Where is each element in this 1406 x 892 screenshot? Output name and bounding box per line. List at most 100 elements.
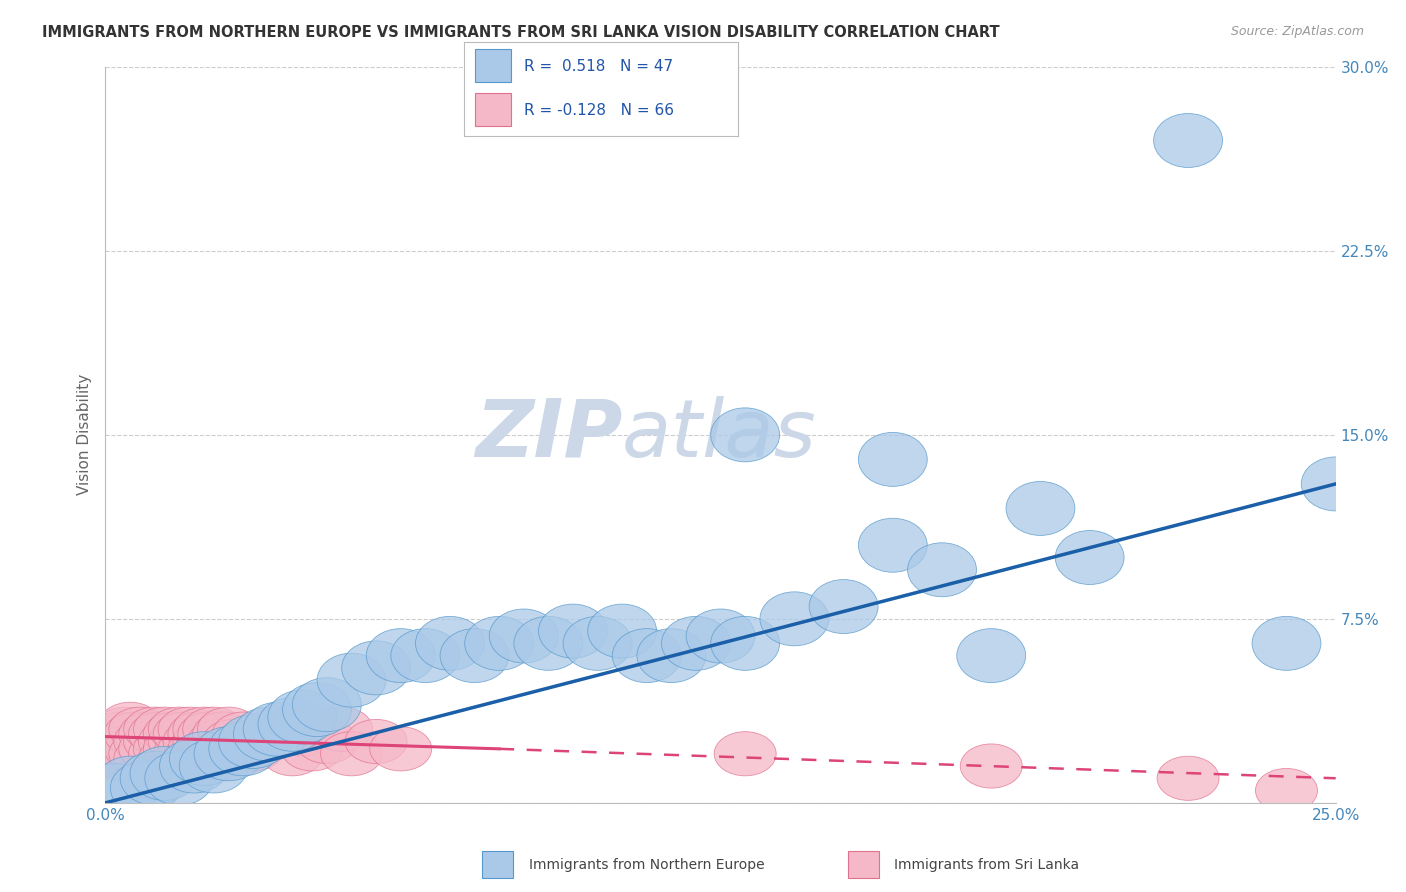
Ellipse shape bbox=[121, 751, 190, 805]
Ellipse shape bbox=[1302, 457, 1369, 511]
Text: R = -0.128   N = 66: R = -0.128 N = 66 bbox=[524, 103, 675, 118]
Ellipse shape bbox=[110, 761, 180, 815]
Ellipse shape bbox=[1054, 531, 1125, 584]
Ellipse shape bbox=[232, 719, 294, 764]
Ellipse shape bbox=[104, 712, 166, 756]
Ellipse shape bbox=[711, 408, 780, 462]
Ellipse shape bbox=[167, 727, 231, 771]
Ellipse shape bbox=[104, 727, 166, 771]
Ellipse shape bbox=[131, 747, 200, 800]
Ellipse shape bbox=[134, 707, 195, 751]
Bar bbox=[475, 49, 510, 82]
Ellipse shape bbox=[956, 629, 1026, 682]
Ellipse shape bbox=[1256, 768, 1317, 813]
Ellipse shape bbox=[292, 678, 361, 731]
Ellipse shape bbox=[1007, 482, 1076, 535]
Ellipse shape bbox=[1154, 113, 1223, 168]
Ellipse shape bbox=[167, 712, 231, 756]
Ellipse shape bbox=[148, 707, 211, 751]
Ellipse shape bbox=[321, 731, 382, 776]
Ellipse shape bbox=[259, 698, 326, 751]
Ellipse shape bbox=[138, 737, 201, 780]
Ellipse shape bbox=[613, 629, 682, 682]
Ellipse shape bbox=[170, 731, 239, 786]
Ellipse shape bbox=[197, 707, 260, 751]
Ellipse shape bbox=[177, 731, 240, 776]
Ellipse shape bbox=[98, 719, 162, 764]
Ellipse shape bbox=[94, 737, 156, 780]
Ellipse shape bbox=[440, 629, 509, 682]
Ellipse shape bbox=[269, 690, 337, 744]
Ellipse shape bbox=[84, 737, 146, 780]
Ellipse shape bbox=[858, 433, 928, 486]
Ellipse shape bbox=[219, 714, 288, 769]
Ellipse shape bbox=[662, 616, 731, 671]
Ellipse shape bbox=[344, 719, 408, 764]
Ellipse shape bbox=[173, 707, 235, 751]
Ellipse shape bbox=[207, 731, 270, 776]
Ellipse shape bbox=[177, 712, 240, 756]
Text: IMMIGRANTS FROM NORTHERN EUROPE VS IMMIGRANTS FROM SRI LANKA VISION DISABILITY C: IMMIGRANTS FROM NORTHERN EUROPE VS IMMIG… bbox=[42, 25, 1000, 40]
Ellipse shape bbox=[89, 727, 152, 771]
Ellipse shape bbox=[464, 616, 534, 671]
Ellipse shape bbox=[515, 616, 583, 671]
Ellipse shape bbox=[183, 727, 245, 771]
Ellipse shape bbox=[538, 604, 607, 658]
Ellipse shape bbox=[391, 629, 460, 682]
Ellipse shape bbox=[94, 707, 156, 751]
Bar bbox=[848, 851, 879, 878]
Ellipse shape bbox=[686, 609, 755, 663]
Ellipse shape bbox=[810, 580, 877, 633]
Ellipse shape bbox=[82, 764, 150, 817]
Bar bbox=[475, 94, 510, 127]
Ellipse shape bbox=[960, 744, 1022, 789]
Ellipse shape bbox=[128, 712, 191, 756]
Ellipse shape bbox=[173, 719, 235, 764]
Ellipse shape bbox=[564, 616, 633, 671]
Ellipse shape bbox=[163, 737, 225, 780]
Ellipse shape bbox=[283, 682, 352, 737]
Ellipse shape bbox=[108, 731, 172, 776]
Ellipse shape bbox=[714, 731, 776, 776]
Ellipse shape bbox=[84, 719, 146, 764]
Ellipse shape bbox=[212, 712, 274, 756]
Ellipse shape bbox=[342, 640, 411, 695]
Ellipse shape bbox=[180, 739, 249, 793]
Ellipse shape bbox=[108, 707, 172, 751]
Ellipse shape bbox=[193, 712, 254, 756]
Bar bbox=[482, 851, 513, 878]
Ellipse shape bbox=[128, 731, 191, 776]
Ellipse shape bbox=[163, 719, 225, 764]
Ellipse shape bbox=[262, 731, 323, 776]
Ellipse shape bbox=[96, 756, 165, 810]
Text: R =  0.518   N = 47: R = 0.518 N = 47 bbox=[524, 59, 673, 74]
Ellipse shape bbox=[243, 702, 312, 756]
Ellipse shape bbox=[194, 727, 263, 780]
Ellipse shape bbox=[281, 727, 343, 771]
Ellipse shape bbox=[588, 604, 657, 658]
Ellipse shape bbox=[124, 707, 186, 751]
Ellipse shape bbox=[143, 712, 205, 756]
Ellipse shape bbox=[761, 592, 830, 646]
Text: Source: ZipAtlas.com: Source: ZipAtlas.com bbox=[1230, 25, 1364, 38]
Ellipse shape bbox=[271, 712, 333, 756]
Ellipse shape bbox=[366, 629, 436, 682]
Ellipse shape bbox=[134, 727, 195, 771]
Ellipse shape bbox=[114, 719, 176, 764]
Ellipse shape bbox=[311, 707, 373, 751]
Ellipse shape bbox=[209, 722, 278, 776]
Ellipse shape bbox=[118, 727, 181, 771]
Ellipse shape bbox=[138, 719, 201, 764]
Ellipse shape bbox=[197, 727, 260, 771]
Ellipse shape bbox=[222, 727, 284, 771]
Ellipse shape bbox=[233, 707, 302, 761]
Ellipse shape bbox=[1253, 616, 1322, 671]
Ellipse shape bbox=[187, 719, 250, 764]
Ellipse shape bbox=[89, 712, 152, 756]
Text: atlas: atlas bbox=[621, 396, 817, 474]
Ellipse shape bbox=[202, 719, 264, 764]
Ellipse shape bbox=[157, 707, 221, 751]
Ellipse shape bbox=[246, 707, 309, 751]
Ellipse shape bbox=[858, 518, 928, 573]
Ellipse shape bbox=[416, 616, 485, 671]
